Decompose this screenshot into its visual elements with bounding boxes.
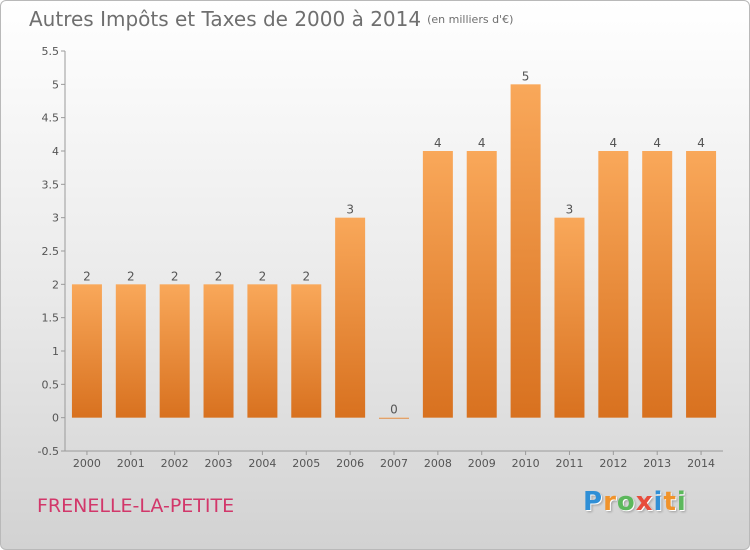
logo-letter: t	[663, 487, 677, 517]
data-label: 4	[610, 136, 618, 150]
x-tick-label: 2009	[468, 457, 496, 470]
bar	[510, 84, 541, 418]
x-tick-label: 2008	[424, 457, 452, 470]
x-tick-label: 2013	[643, 457, 671, 470]
chart-bars	[71, 84, 717, 419]
proxiti-logo: Proxiti	[583, 487, 687, 517]
bar	[115, 284, 146, 418]
data-label: 2	[127, 269, 135, 283]
x-tick-label: 2003	[205, 457, 233, 470]
chart-unit-note: (en milliers d'€)	[427, 13, 514, 26]
bar	[379, 417, 409, 419]
y-tick-label: -0.5	[38, 445, 59, 458]
logo-letter: o	[616, 487, 636, 517]
data-label: 3	[346, 203, 354, 217]
x-tick-label: 2014	[687, 457, 715, 470]
chart-title: Autres Impôts et Taxes de 2000 à 2014 (en…	[29, 7, 513, 31]
x-tick-label: 2010	[512, 457, 540, 470]
y-tick-label: 0	[52, 412, 59, 425]
bar	[598, 151, 629, 418]
bar	[291, 284, 322, 418]
data-label: 2	[215, 269, 223, 283]
data-label: 2	[302, 269, 310, 283]
bar	[554, 217, 585, 418]
logo-letter: P	[583, 487, 604, 517]
x-tick-label: 2006	[336, 457, 364, 470]
bar	[686, 151, 717, 418]
bar	[71, 284, 102, 418]
y-tick-label: 4	[52, 145, 59, 158]
bar	[159, 284, 190, 418]
chart-title-text: Autres Impôts et Taxes de 2000 à 2014	[29, 7, 422, 31]
data-label: 2	[83, 269, 91, 283]
x-tick-label: 2012	[599, 457, 627, 470]
data-label: 2	[259, 269, 267, 283]
data-label: 4	[697, 136, 705, 150]
y-tick-label: 2.5	[42, 245, 60, 258]
x-tick-label: 2004	[248, 457, 276, 470]
x-tick-label: 2011	[555, 457, 583, 470]
y-tick-label: 5.5	[42, 45, 60, 58]
bar	[335, 217, 366, 418]
data-label: 3	[566, 203, 574, 217]
location-name: FRENELLE-LA-PETITE	[37, 495, 235, 517]
y-tick-label: 5	[52, 78, 59, 91]
data-label: 0	[390, 403, 398, 417]
x-tick-label: 2000	[73, 457, 101, 470]
y-tick-label: 4.5	[42, 112, 60, 125]
y-tick-label: 3.5	[42, 178, 60, 191]
bar	[422, 151, 453, 418]
bar	[203, 284, 234, 418]
logo-letter: i	[653, 487, 664, 517]
x-tick-label: 2005	[292, 457, 320, 470]
y-tick-label: 2	[52, 278, 59, 291]
x-tick-label: 2007	[380, 457, 408, 470]
x-tick-label: 2001	[117, 457, 145, 470]
y-tick-label: 3	[52, 212, 59, 225]
chart-data-labels: 2 2 2 2 2 2 3 0 4 4 5 3 4 4 4	[83, 69, 705, 416]
logo-letter: x	[635, 487, 654, 517]
logo-letter: r	[603, 487, 617, 517]
y-tick-label: 0.5	[42, 378, 60, 391]
bar	[466, 151, 497, 418]
chart-axes: -0.5 0 0.5 1 1.5 2 2.5 3 3.5 4 4.5 5 5.5 2000 2001 2002…	[38, 45, 723, 470]
bar	[642, 151, 673, 418]
data-label: 4	[653, 136, 661, 150]
y-tick-label: 1.5	[42, 312, 60, 325]
bar	[247, 284, 278, 418]
logo-letter: i	[676, 487, 687, 517]
data-label: 2	[171, 269, 179, 283]
y-tick-label: 1	[52, 345, 59, 358]
data-label: 5	[522, 69, 530, 83]
data-label: 4	[478, 136, 486, 150]
data-label: 4	[434, 136, 442, 150]
x-tick-label: 2002	[161, 457, 189, 470]
